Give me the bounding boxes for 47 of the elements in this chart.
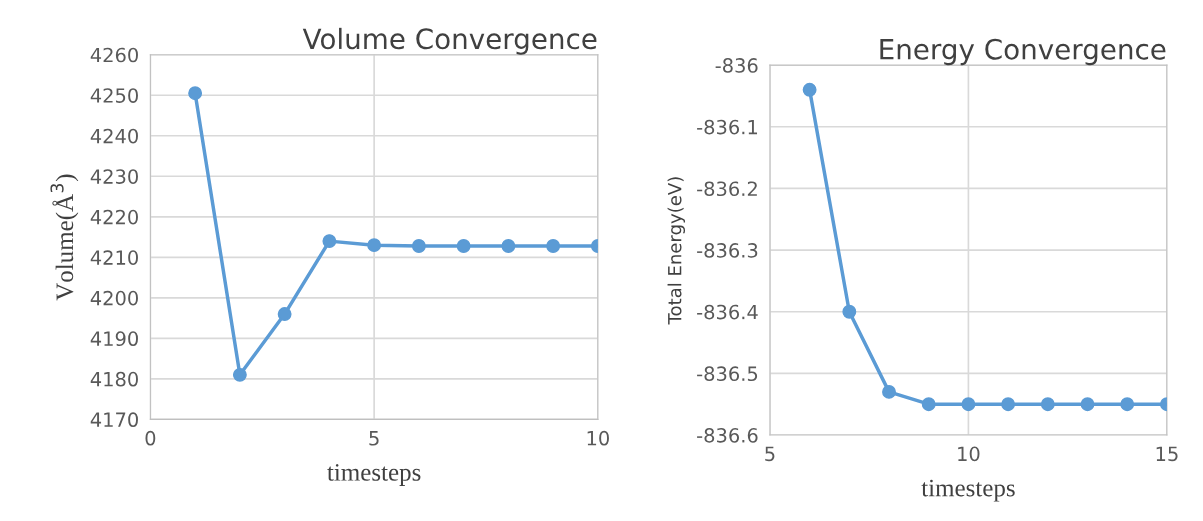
y-tick-label: 4200 <box>90 290 138 306</box>
point <box>411 239 426 253</box>
y-axis-title: Volume(Å$^{3}$) <box>50 174 79 301</box>
point <box>1120 397 1135 412</box>
y-tick-label: -836.1 <box>697 119 758 135</box>
point <box>501 239 516 253</box>
y-tick-label: -836.3 <box>697 243 758 258</box>
y-tick-label: -836.6 <box>697 427 758 443</box>
x-tick-label: 10 <box>587 430 609 446</box>
y-tick-label: -836.5 <box>697 366 758 382</box>
point <box>1080 397 1095 412</box>
y-tick-label: 4210 <box>90 250 138 265</box>
y-tick-label: 4230 <box>90 169 138 184</box>
x-tick-label: 10 <box>958 446 980 462</box>
chart-title: Energy Convergence <box>880 38 1166 66</box>
point <box>232 367 247 382</box>
point <box>802 82 817 97</box>
point <box>546 239 561 253</box>
point <box>921 397 936 412</box>
y-tick-label: -836.4 <box>697 304 758 320</box>
point <box>322 234 337 249</box>
chart-title: Volume Convergence <box>302 27 597 55</box>
point <box>882 384 896 399</box>
x-tick-label: 0 <box>145 430 156 446</box>
point <box>277 307 292 321</box>
y-tick-label: 4190 <box>90 331 138 347</box>
x-tick-label: 5 <box>369 431 379 446</box>
x-axis-title: timesteps <box>921 479 1015 502</box>
point <box>1001 397 1016 412</box>
y-tick-label: 4220 <box>90 209 138 225</box>
point <box>961 397 976 412</box>
point <box>842 304 857 319</box>
y-axis-title: Total Energy(eV) <box>667 177 686 325</box>
x-tick-label: 15 <box>1156 446 1178 462</box>
y-tick-label: 4170 <box>90 412 138 428</box>
point <box>1040 397 1055 412</box>
y-tick-label: -836.2 <box>697 181 757 197</box>
point <box>188 86 203 101</box>
y-tick-label: 4240 <box>90 128 138 144</box>
y-tick-label: 4250 <box>90 88 138 103</box>
x-tick-label: 5 <box>765 446 775 462</box>
x-axis-title: timesteps <box>327 464 421 486</box>
point <box>456 239 471 253</box>
point <box>367 238 382 253</box>
y-tick-label: 4180 <box>90 371 138 387</box>
y-tick-label: 4260 <box>90 47 138 63</box>
y-tick-label: -836 <box>715 58 758 73</box>
